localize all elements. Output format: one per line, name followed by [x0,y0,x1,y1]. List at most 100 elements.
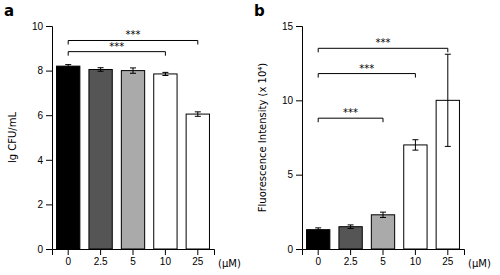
error-bar-line [447,54,448,146]
tick: 0 [287,244,302,255]
significance-label: *** [359,63,374,74]
tick-label: 6 [37,110,43,121]
error-bar-line [348,228,354,229]
axis-line [53,250,215,256]
error-bar-line [415,140,416,150]
error-bar [195,112,201,116]
panel-label: a [4,2,14,20]
tick: 5 [287,169,302,180]
error-bar [315,228,321,232]
tick-mark [46,204,52,205]
tick: 4 [37,155,52,166]
x-axis-label: (μM) [468,258,491,269]
error-bar-line [315,231,321,232]
tick-mark [100,249,101,255]
tick-mark [46,249,52,250]
tick-label: 10 [160,256,172,267]
error-bar-line [380,217,386,218]
error-bar-line [412,150,418,151]
tick-label: 15 [282,21,294,32]
error-bar [380,212,386,217]
plot-area [57,40,210,249]
tick-label: 0 [65,256,71,267]
tick: 5 [130,249,136,267]
error-bar [65,65,71,68]
significance-bracket [318,74,415,78]
tick-label: 8 [37,65,43,76]
error-bar [162,72,168,75]
bar [121,71,144,249]
tick-mark [296,100,302,101]
bar [404,145,427,249]
error-bar-line [162,72,168,73]
tick-label: 2.5 [94,256,108,267]
bar [154,74,177,249]
plot-area [307,48,460,249]
error-bar-line [98,71,104,72]
tick-mark [447,249,448,255]
tick-label: 4 [37,155,43,166]
tick: 0 [37,244,52,255]
tick-label: 0 [37,244,43,255]
error-bar-line [65,67,71,68]
error-bar-line [133,68,134,73]
panel-label: b [254,2,265,20]
tick-mark [133,249,134,255]
tick-mark [296,26,302,27]
error-bar-line [162,75,168,76]
tick: 8 [37,65,52,76]
tick: 25 [442,249,454,267]
error-bar-line [98,67,104,68]
error-bar-line [65,64,71,65]
bar [339,227,362,249]
significance-bracket [68,40,198,44]
tick: 10 [160,249,172,267]
error-bar-line [195,116,201,117]
error-bar-line [380,212,386,213]
y-axis: 0 5 10 15 [282,21,303,255]
error-bar-line [130,67,136,68]
tick-mark [165,249,166,255]
y-axis: 0 2 4 6 8 10 [32,21,53,255]
error-bar-line [130,73,136,74]
axis-line [46,27,53,250]
tick-label: 5 [130,256,136,267]
tick: 10 [282,95,302,106]
error-bar-line [445,54,451,55]
tick: 2.5 [344,249,358,267]
error-bar-line [383,212,384,217]
tick-mark [383,249,384,255]
tick-label: 25 [192,256,204,267]
tick-label: 10 [32,21,44,32]
tick-label: 0 [315,256,321,267]
error-bar-line [100,68,101,72]
significance-label: *** [109,41,124,52]
tick-mark [296,175,302,176]
error-bar-line [412,139,418,140]
error-bar-line [195,111,201,112]
tick-mark [296,249,302,250]
tick-label: 2.5 [344,256,358,267]
tick-mark [318,249,319,255]
error-bar [130,68,136,73]
bar [57,66,80,249]
chart-svg: 024681002.551025******lg CFU/mL(μM)a0510… [0,0,500,275]
error-bar-line [348,224,354,225]
significance-label: *** [376,37,391,48]
error-bar-line [315,227,321,228]
tick-label: 25 [442,256,454,267]
error-bar [98,68,104,72]
tick-mark [68,249,69,255]
tick: 6 [37,110,52,121]
tick-label: 2 [37,199,43,210]
error-bar [412,140,418,150]
tick: 2.5 [94,249,108,267]
bar [371,215,394,249]
error-bar [348,225,354,229]
tick-mark [350,249,351,255]
axis-line [303,250,465,256]
x-axis: 0 2.5 5 10 25 [53,249,215,267]
tick-label: 5 [380,256,386,267]
significance-label: *** [126,29,141,40]
tick-mark [46,115,52,116]
